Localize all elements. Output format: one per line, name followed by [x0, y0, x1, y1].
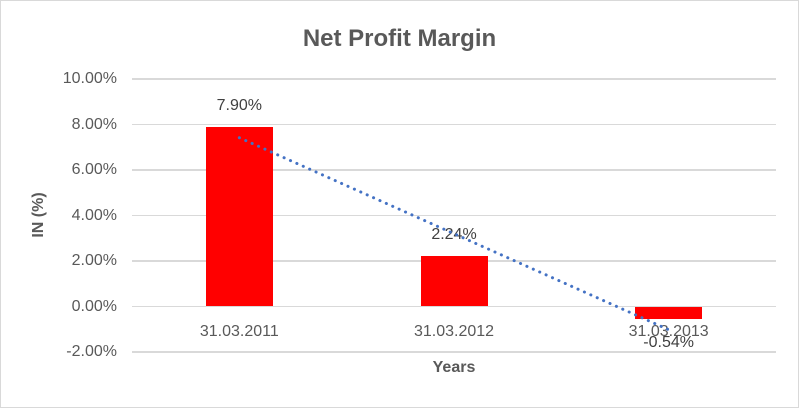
data-label: -0.54%	[643, 333, 694, 351]
bar-series-point-1[interactable]	[205, 126, 273, 307]
y-tick-label: -2.00%	[66, 343, 117, 360]
gridline	[132, 78, 776, 80]
x-tick-label: 31.03.2012	[413, 323, 495, 340]
gridline	[132, 123, 776, 125]
bar-series-point-2[interactable]	[420, 255, 488, 307]
data-label: 2.24%	[431, 225, 477, 243]
x-axis-title: Years	[432, 359, 476, 376]
y-tick-label: 8.00%	[71, 115, 117, 133]
x-tick-label: 31.03.2011	[199, 323, 279, 340]
y-tick-label: 10.00%	[62, 70, 117, 87]
y-tick-label: 2.00%	[71, 252, 117, 269]
y-tick-label: 6.00%	[71, 161, 117, 178]
y-tick-label: 0.00%	[71, 297, 117, 315]
gridline	[132, 351, 776, 353]
y-tick-label: 4.00%	[71, 206, 117, 224]
chart-title: Net Profit Margin	[302, 25, 497, 52]
data-label: 7.90%	[216, 96, 263, 114]
bar-series-point-3[interactable]	[635, 306, 703, 319]
